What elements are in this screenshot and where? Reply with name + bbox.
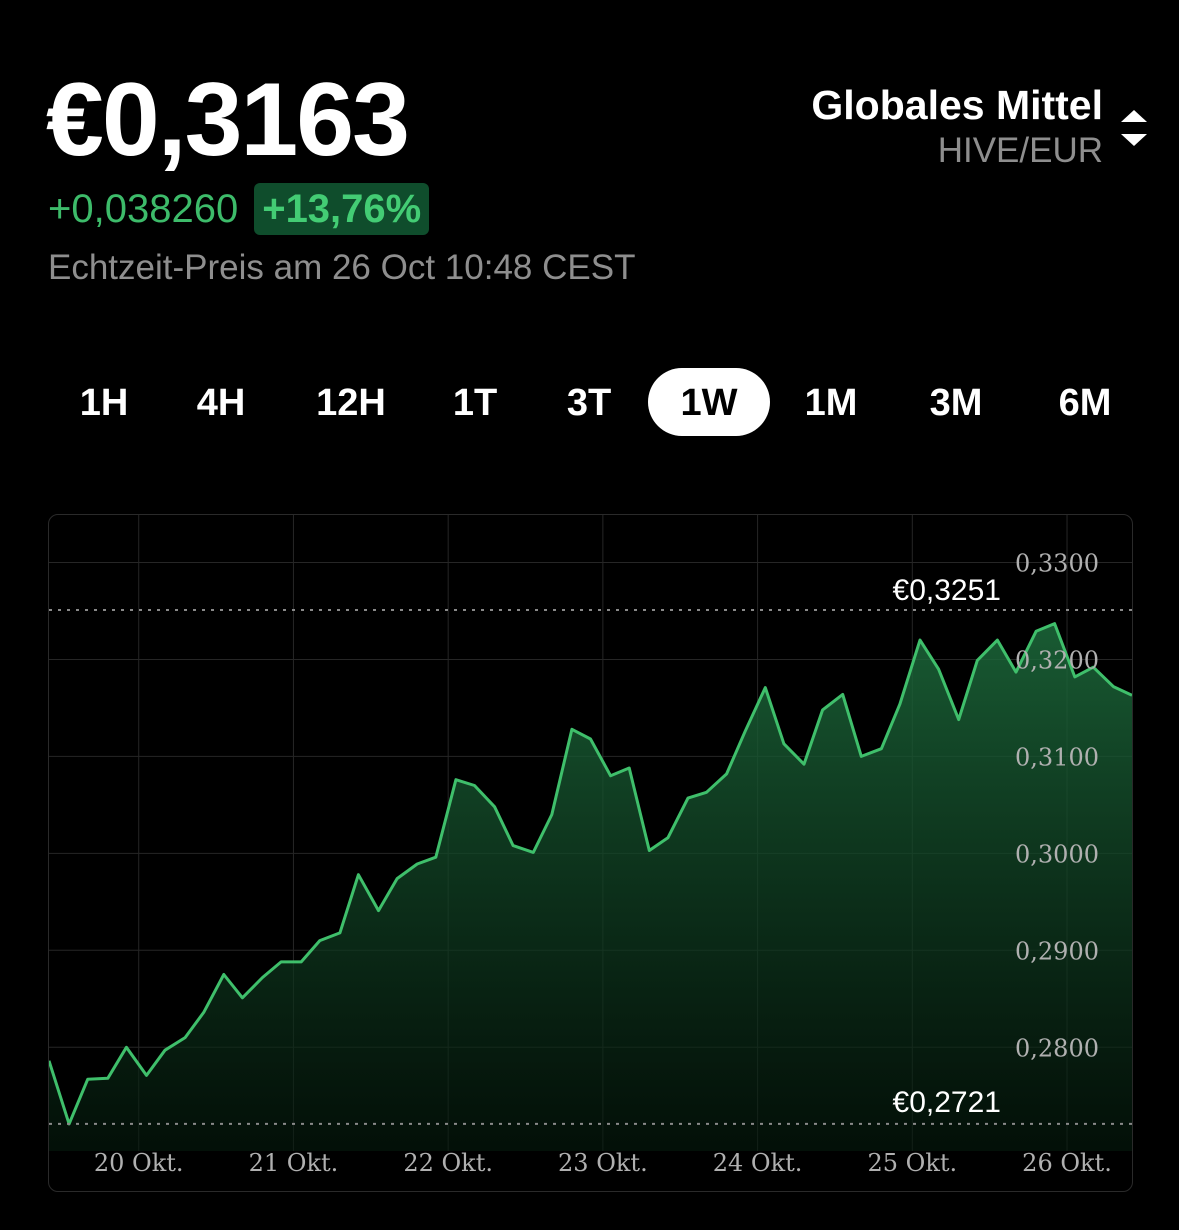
x-tick-label: 26 Okt. [1022,1149,1112,1177]
tab-1h[interactable]: 1H [79,382,129,424]
updown-icon[interactable] [1119,108,1149,148]
change-percent-badge: +13,76% [254,183,430,235]
change-absolute: +0,038260 [48,186,239,231]
price-chart-svg: €0,3251 €0,2721 0,3300 0,3200 0,3100 0,3000 0,… [49,515,1132,1177]
x-tick-label: 20 Okt. [94,1149,184,1177]
tab-12h[interactable]: 12H [316,382,386,424]
y-tick-label: 0,3100 [1015,743,1099,771]
low-price-label: €0,2721 [893,1086,1001,1119]
price-timestamp: Echtzeit-Preis am 26 Oct 10:48 CEST [48,248,636,287]
tab-1m[interactable]: 1M [804,382,858,424]
source-name: Globales Mittel [811,82,1103,128]
tab-3m[interactable]: 3M [929,382,983,424]
y-tick-label: 0,2800 [1015,1034,1099,1062]
high-price-label: €0,3251 [893,574,1001,607]
tab-1w[interactable]: 1W [648,368,770,436]
price-value: €0,3163 [46,62,410,178]
y-tick-label: 0,2900 [1015,937,1099,965]
price-area [49,623,1132,1151]
source-selector[interactable]: Globales Mittel HIVE/EUR [811,82,1149,174]
price-chart[interactable]: €0,3251 €0,2721 0,3300 0,3200 0,3100 0,3000 0,… [48,514,1133,1192]
x-tick-label: 25 Okt. [867,1149,957,1177]
x-tick-label: 22 Okt. [403,1149,493,1177]
y-tick-label: 0,3000 [1015,840,1099,868]
y-tick-label: 0,3300 [1015,550,1099,578]
timeframe-tabs: 1H 4H 12H 1T 3T 1W 1M 3M 6M [48,368,1138,436]
tab-4h[interactable]: 4H [196,382,246,424]
tab-6m[interactable]: 6M [1058,382,1112,424]
x-tick-label: 23 Okt. [558,1149,648,1177]
tab-1t[interactable]: 1T [452,382,498,424]
trading-pair: HIVE/EUR [937,131,1103,170]
x-tick-label: 21 Okt. [249,1149,339,1177]
price-line [49,622,1132,1126]
y-tick-label: 0,3200 [1015,646,1099,674]
tab-3t[interactable]: 3T [566,382,612,424]
x-tick-label: 24 Okt. [713,1149,803,1177]
change-row: +0,038260 +13,76% [48,182,430,236]
